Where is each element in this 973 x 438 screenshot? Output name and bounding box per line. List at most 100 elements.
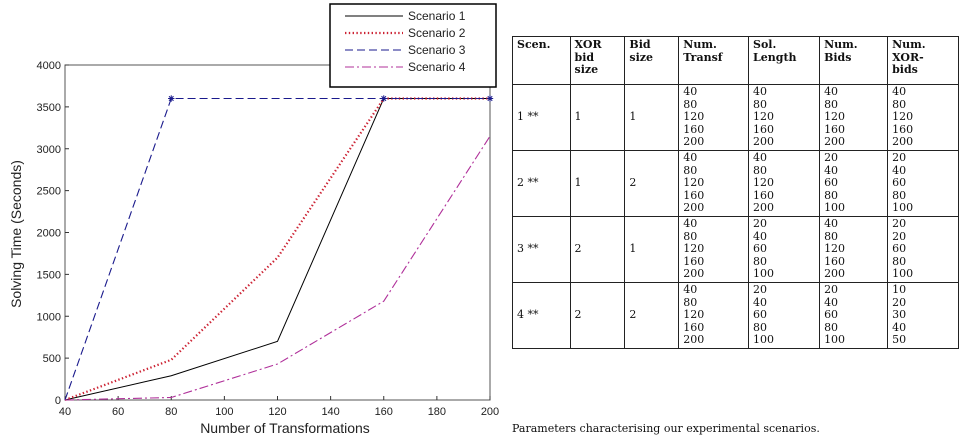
header-xor-bid-size: XOR bid size: [569, 36, 626, 85]
cell-value: 200: [892, 135, 914, 149]
header-line: Bids: [824, 50, 852, 64]
cell-sol-length: 20 40 60 80 100: [748, 281, 821, 349]
cell-value: 20: [892, 229, 907, 243]
header-line: size: [574, 63, 599, 77]
cell-value: 40: [892, 163, 907, 177]
cell-value: 80: [753, 97, 768, 111]
cell-value: 120: [683, 110, 705, 124]
y-tick-label: 500: [43, 353, 61, 365]
cell-value: 40: [683, 282, 698, 296]
cell-xor-bid-size: 1: [569, 149, 626, 217]
cell-value: 80: [824, 229, 839, 243]
cell-value: 40: [824, 216, 839, 230]
cell-num-xor-bids: 10 20 30 40 50: [887, 281, 959, 349]
cell-value: 80: [753, 320, 768, 334]
cell-value: 20: [824, 282, 839, 296]
cell-value: 20: [824, 150, 839, 164]
cell-value: 40: [824, 85, 839, 98]
cell-value: 40: [892, 320, 907, 334]
legend-box: [329, 3, 497, 88]
y-tick-label: 1500: [37, 269, 61, 281]
cell-value: 80: [892, 254, 907, 268]
cell-value: 20: [753, 216, 768, 230]
header-line: size: [629, 50, 654, 64]
table-row: 2 ** 1 2 40 80 120 160 200 40 80 120 160 200 20 40 60 80…: [512, 149, 959, 217]
parameters-table-wrap: Scen. XOR bid size Bid size Num. Transf Sol. Leng…: [512, 36, 959, 349]
cell-num-bids: 20 40 60 80 100: [819, 281, 889, 349]
cell-num-bids: 40 80 120 160 200: [819, 84, 889, 151]
cell-scenario: 1 **: [512, 84, 571, 151]
cell-value: 80: [683, 97, 698, 111]
header-num-xor-bids: Num. XOR-bids: [887, 36, 959, 85]
cell-value: 80: [683, 229, 698, 243]
header-line: Sol.: [753, 38, 777, 51]
cell-value: 120: [683, 308, 705, 322]
table-body: 1 ** 1 1 40 80 120 160 200 40 80 120 160 200 40 80 120 1…: [512, 84, 959, 349]
legend-label-scenario-4: Scenario 4: [408, 60, 466, 74]
cell-value: 60: [892, 176, 907, 190]
plot-frame: [64, 64, 491, 401]
header-line: Transf: [683, 50, 723, 64]
cell-value: 100: [753, 267, 775, 281]
x-tick-label: 140: [321, 406, 339, 418]
table-caption: Parameters characterising our experiment…: [512, 422, 820, 435]
header-line: Num.: [824, 38, 858, 51]
cell-num-bids: 40 80 120 160 200: [819, 215, 889, 283]
cell-value: 200: [753, 135, 775, 149]
cell-value: 100: [892, 267, 914, 281]
cell-value: 200: [683, 135, 705, 149]
cell-value: 100: [824, 333, 846, 347]
cell-value: 80: [753, 254, 768, 268]
cell-bid-size: 1: [624, 84, 680, 151]
cell-value: 200: [683, 201, 705, 215]
cell-bid-size: 2: [624, 149, 680, 217]
table-header-row: Scen. XOR bid size Bid size Num. Transf Sol. Leng…: [512, 36, 959, 85]
cell-xor-bid-size: 2: [569, 281, 626, 349]
y-tick-label: 2000: [37, 228, 61, 240]
cell-value: 200: [824, 267, 846, 281]
legend-label-scenario-2: Scenario 2: [408, 26, 466, 40]
x-tick-label: 120: [268, 406, 286, 418]
x-tick-label: 40: [59, 406, 71, 418]
cell-num-xor-bids: 20 20 60 80 100: [887, 215, 959, 283]
cell-num-transf: 40 80 120 160 200: [678, 149, 750, 217]
cell-value: 30: [892, 308, 907, 322]
chart-markers: [168, 95, 494, 102]
cell-scenario: 3 **: [512, 215, 571, 283]
header-bid-size: Bid size: [624, 36, 680, 85]
cell-value: 80: [892, 97, 907, 111]
cell-value: 100: [892, 201, 914, 215]
cell-bid-size: 1: [624, 215, 680, 283]
cell-value: 160: [753, 188, 775, 202]
cell-value: 50: [892, 333, 907, 347]
cell-value: 40: [683, 85, 698, 98]
star-marker: [168, 95, 175, 102]
series-line-scenario-3: [64, 97, 490, 401]
legend-label-scenario-3: Scenario 3: [408, 43, 466, 57]
cell-value: 160: [824, 122, 846, 136]
cell-value: 60: [753, 242, 768, 256]
y-tick-label: 3500: [37, 102, 61, 114]
table-row: 1 ** 1 1 40 80 120 160 200 40 80 120 160 200 40 80 120 1…: [512, 84, 959, 151]
star-marker: [380, 95, 387, 102]
cell-num-xor-bids: 40 80 120 160 200: [887, 84, 959, 151]
cell-value: 100: [753, 333, 775, 347]
cell-num-xor-bids: 20 40 60 80 100: [887, 149, 959, 217]
cell-value: 20: [892, 216, 907, 230]
cell-value: 40: [824, 163, 839, 177]
x-tick-label: 60: [112, 406, 124, 418]
cell-value: 120: [683, 176, 705, 190]
cell-num-transf: 40 80 120 160 200: [678, 84, 750, 151]
cell-value: 80: [683, 295, 698, 309]
x-tick-label: 200: [481, 406, 499, 418]
table-row: 3 ** 2 1 40 80 120 160 200 20 40 60 80 100 40 80 120 160…: [512, 215, 959, 283]
chart-legend: Scenario 1 Scenario 2 Scenario 3 Scenario 4: [329, 3, 497, 88]
cell-value: 60: [892, 242, 907, 256]
parameters-table: Scen. XOR bid size Bid size Num. Transf Sol. Leng…: [512, 36, 959, 349]
header-line: XOR: [574, 38, 602, 51]
header-line: Num.: [683, 38, 717, 51]
cell-value: 100: [824, 201, 846, 215]
header-line: Bid: [629, 38, 651, 51]
cell-value: 40: [753, 150, 768, 164]
chart-series: [64, 97, 491, 402]
